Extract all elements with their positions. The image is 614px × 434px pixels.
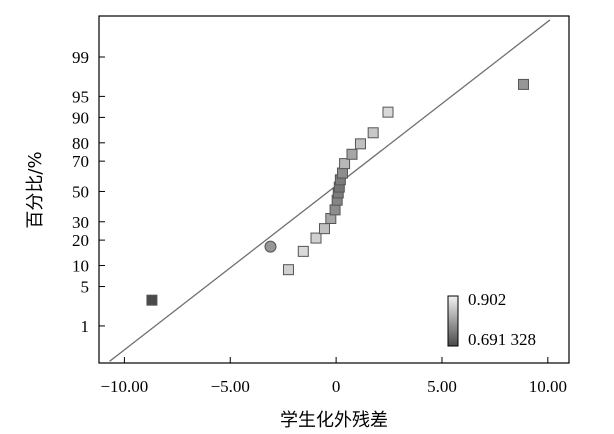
x-tick-label: −5.00	[211, 377, 250, 396]
y-tick-label: 5	[81, 278, 90, 297]
y-axis-title: 百分比/%	[25, 151, 46, 228]
plot-frame	[98, 15, 570, 364]
color-scale-legend: 0.902 0.691 328	[447, 290, 536, 349]
data-point	[310, 232, 322, 244]
reference-line	[109, 19, 551, 362]
data-point	[346, 148, 358, 160]
color-scale-bar	[447, 295, 459, 347]
x-tick-label: 5.00	[427, 377, 457, 396]
x-tick-label: 0	[332, 377, 341, 396]
color-scale-min-label: 0.691 328	[468, 330, 536, 349]
data-point	[517, 78, 529, 90]
data-points	[146, 78, 529, 306]
data-point	[382, 106, 394, 118]
x-tick-label: 10.00	[529, 377, 567, 396]
y-tick-label: 70	[72, 152, 89, 171]
y-tick-label: 95	[72, 87, 89, 106]
data-point	[264, 240, 277, 253]
data-point	[367, 127, 379, 139]
data-point	[339, 158, 351, 170]
data-point	[329, 204, 341, 216]
y-tick-label: 90	[72, 108, 89, 127]
x-tick-label: −10.00	[100, 377, 148, 396]
data-point	[336, 167, 348, 179]
x-axis-title: 学生化外残差	[280, 410, 388, 431]
y-tick-label: 20	[72, 231, 89, 250]
data-point	[282, 264, 294, 276]
y-tick-label: 50	[72, 182, 89, 201]
y-tick-label: 80	[72, 134, 89, 153]
x-axis: −10.00 −5.00 0 5.00 10.00	[100, 357, 567, 396]
y-tick-label: 30	[72, 213, 89, 232]
data-point	[146, 294, 158, 306]
data-point	[318, 223, 330, 235]
y-tick-label: 99	[72, 48, 89, 67]
y-tick-label: 10	[72, 257, 89, 276]
color-scale-max-label: 0.902	[468, 290, 506, 309]
data-point	[354, 138, 366, 150]
data-point	[297, 245, 309, 257]
y-tick-label: 1	[81, 317, 90, 336]
